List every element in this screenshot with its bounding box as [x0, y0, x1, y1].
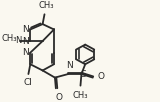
Text: CH₃: CH₃ — [73, 91, 88, 100]
Text: N: N — [22, 37, 28, 46]
Text: N: N — [15, 36, 21, 45]
Text: Cl: Cl — [23, 79, 32, 88]
Text: N: N — [22, 48, 28, 57]
Text: O: O — [55, 93, 62, 102]
Text: CH₃: CH₃ — [2, 34, 17, 43]
Text: N: N — [66, 61, 72, 70]
Text: S: S — [80, 70, 86, 79]
Text: O: O — [97, 72, 104, 81]
Text: N: N — [22, 25, 28, 34]
Text: CH₃: CH₃ — [39, 1, 54, 10]
